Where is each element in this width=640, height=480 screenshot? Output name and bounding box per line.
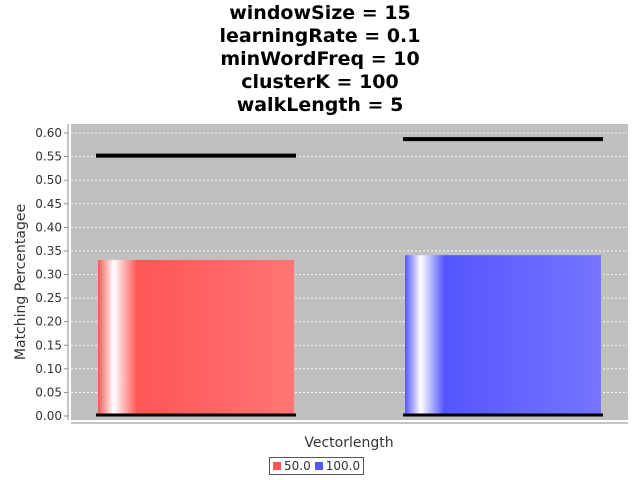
y-tick-label: 0.30 <box>35 268 62 282</box>
y-tick-label: 0.25 <box>35 291 62 305</box>
legend-item: 50.0 <box>273 459 311 473</box>
legend-label: 50.0 <box>284 459 311 473</box>
bar-50 <box>98 259 294 416</box>
title-line: minWordFreq = 10 <box>220 48 420 70</box>
legend-label: 100.0 <box>325 459 361 473</box>
bar-100 <box>405 255 601 416</box>
y-tick-label: 0.50 <box>35 173 62 187</box>
legend-swatch-50 <box>273 462 281 470</box>
legend: 50.0 100.0 <box>269 457 365 475</box>
legend-item: 100.0 <box>314 459 361 473</box>
y-tick-label: 0.15 <box>35 338 62 352</box>
bars <box>96 137 603 417</box>
title-line: windowSize = 15 <box>229 2 411 24</box>
y-tick-label: 0.45 <box>35 197 62 211</box>
y-tick-label: 0.05 <box>35 385 62 399</box>
title-line: walkLength = 5 <box>236 94 404 116</box>
y-tick-label: 0.35 <box>35 244 62 258</box>
y-tick-label: 0.00 <box>35 409 62 423</box>
x-axis-title: Vectorlength <box>304 435 393 451</box>
title-line: clusterK = 100 <box>241 71 399 93</box>
y-tick-label: 0.60 <box>35 126 62 140</box>
title-line: learningRate = 0.1 <box>219 25 421 47</box>
y-tick-label: 0.20 <box>35 315 62 329</box>
chart-title: windowSize = 15 learningRate = 0.1 minWo… <box>0 2 640 117</box>
y-axis-title: Matching Percentagee <box>13 204 29 360</box>
y-tick-label: 0.10 <box>35 362 62 376</box>
y-tick-label: 0.40 <box>35 220 62 234</box>
y-tick-label: 0.55 <box>35 150 62 164</box>
legend-swatch-100 <box>314 462 323 470</box>
y-axis: 0.00 0.05 0.10 0.15 0.20 0.25 0.30 0.35 0.40 0.45… <box>35 126 68 423</box>
